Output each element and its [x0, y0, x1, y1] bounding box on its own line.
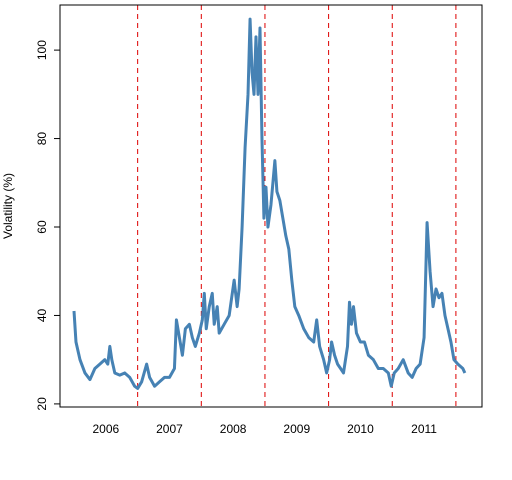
y-tick-label: 80 — [35, 132, 49, 146]
x-tick-label: 2007 — [156, 422, 183, 436]
x-tick-label: 2009 — [283, 422, 310, 436]
y-tick-label: 100 — [35, 40, 49, 60]
x-tick-label: 2011 — [411, 422, 437, 436]
x-tick-label: 2010 — [347, 422, 374, 436]
x-tick-label: 2008 — [220, 422, 247, 436]
y-axis-label: Volatility (%) — [1, 173, 15, 239]
y-tick-label: 20 — [35, 397, 49, 411]
x-tick-label: 2006 — [92, 422, 119, 436]
y-tick-label: 40 — [35, 308, 49, 322]
plot-box — [59, 4, 483, 408]
y-tick-label: 60 — [35, 220, 49, 234]
volatility-line — [72, 17, 467, 390]
